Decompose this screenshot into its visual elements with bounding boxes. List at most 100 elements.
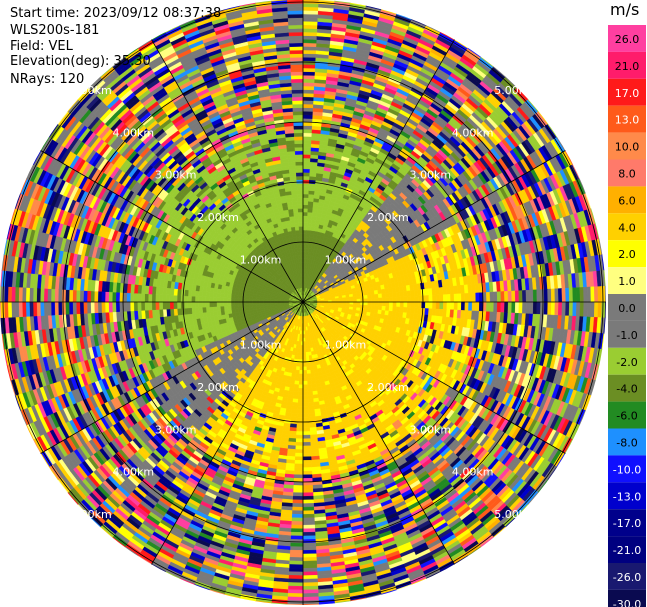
gate-cell bbox=[468, 301, 473, 312]
gate-cell bbox=[302, 125, 313, 130]
gate-cell bbox=[529, 301, 534, 315]
gate-cell bbox=[568, 287, 574, 303]
gate-cell bbox=[302, 186, 310, 191]
gate-cell bbox=[374, 297, 379, 303]
gate-cell bbox=[442, 301, 448, 310]
gate-cell bbox=[565, 301, 570, 317]
gate-cell bbox=[507, 290, 513, 303]
gate-cell bbox=[308, 186, 316, 192]
gate-cell bbox=[518, 301, 523, 314]
gate-cell bbox=[547, 288, 552, 303]
gate-cell bbox=[302, 49, 317, 55]
gate-cell bbox=[302, 215, 308, 220]
gate-cell bbox=[378, 301, 383, 307]
gate-cell bbox=[302, 46, 317, 51]
gate-cell bbox=[302, 244, 307, 249]
gate-cell bbox=[377, 293, 383, 299]
gate-cell bbox=[540, 301, 545, 315]
gate-cell bbox=[543, 301, 549, 316]
gate-cell bbox=[385, 301, 390, 307]
gate-cell bbox=[500, 301, 505, 313]
gate-cell bbox=[378, 297, 383, 303]
gate-cell bbox=[302, 82, 315, 87]
gate-cell bbox=[471, 292, 477, 303]
gate-cell bbox=[309, 362, 314, 367]
gate-cell bbox=[302, 100, 314, 105]
gate-cell bbox=[536, 289, 541, 303]
gate-cell bbox=[308, 351, 312, 356]
gate-cell bbox=[442, 294, 448, 303]
gate-cell bbox=[302, 35, 318, 40]
gate-cell bbox=[475, 301, 480, 312]
gate-cell bbox=[385, 297, 390, 303]
gate-cell bbox=[460, 293, 466, 303]
gate-cell bbox=[377, 305, 383, 311]
gate-cell bbox=[597, 301, 603, 318]
gate-cell bbox=[302, 208, 309, 213]
gate-cell bbox=[554, 288, 559, 303]
gate-cell bbox=[504, 301, 509, 313]
gate-cell bbox=[511, 301, 516, 314]
gate-cell bbox=[306, 219, 312, 224]
gate-cell bbox=[529, 289, 534, 303]
gate-cell bbox=[410, 290, 415, 297]
gate-cell bbox=[308, 412, 316, 418]
gate-cell bbox=[407, 296, 412, 303]
gate-cell bbox=[468, 292, 473, 303]
gate-cell bbox=[403, 301, 408, 308]
gate-cell bbox=[352, 296, 358, 300]
gate-cell bbox=[302, 236, 307, 242]
gate-cell bbox=[302, 24, 318, 30]
gate-cell bbox=[522, 290, 527, 303]
gate-cell bbox=[392, 296, 397, 303]
gate-cell bbox=[385, 292, 390, 298]
gate-cell bbox=[306, 366, 311, 371]
gate-cell bbox=[302, 204, 309, 209]
gate-cell bbox=[302, 222, 308, 227]
gate-cell bbox=[493, 301, 498, 313]
gate-cell bbox=[302, 193, 309, 198]
gate-cell bbox=[514, 301, 520, 314]
gate-cell bbox=[439, 301, 444, 310]
gate-cell bbox=[374, 293, 379, 299]
gate-cell bbox=[417, 295, 423, 303]
gate-cell bbox=[363, 301, 369, 306]
gate-cell bbox=[302, 150, 312, 155]
gate-cell bbox=[389, 297, 394, 303]
gate-cell bbox=[396, 301, 401, 308]
gate-cell bbox=[367, 294, 372, 299]
gate-cell bbox=[370, 305, 376, 310]
gate-cell bbox=[370, 294, 376, 299]
gate-cell bbox=[590, 301, 595, 318]
gate-cell bbox=[471, 301, 477, 312]
gate-cell bbox=[557, 288, 563, 303]
gate-cell bbox=[309, 365, 314, 371]
gate-cell bbox=[305, 351, 309, 357]
gate-cell bbox=[486, 301, 491, 313]
gate-cell bbox=[302, 56, 317, 62]
gate-cell bbox=[367, 301, 372, 306]
gate-cell bbox=[547, 301, 552, 316]
gate-cell bbox=[590, 286, 595, 303]
gate-cell bbox=[568, 301, 574, 317]
gate-cell bbox=[302, 114, 314, 119]
gate-cell bbox=[392, 306, 397, 313]
gate-cell bbox=[302, 110, 314, 116]
gate-cell bbox=[302, 92, 315, 98]
gate-cell bbox=[424, 295, 430, 303]
gate-cell bbox=[302, 17, 319, 22]
gate-cell bbox=[302, 38, 318, 44]
gate-cell bbox=[395, 306, 401, 313]
gate-cell bbox=[432, 301, 437, 310]
gate-cell bbox=[543, 288, 549, 303]
gate-cell bbox=[396, 296, 401, 303]
gate-cell bbox=[353, 298, 358, 303]
gate-cell bbox=[410, 295, 415, 303]
gate-cell bbox=[302, 71, 316, 76]
gate-cell bbox=[302, 143, 312, 148]
gate-cell bbox=[557, 301, 563, 316]
gate-cell bbox=[302, 103, 314, 109]
gate-cell bbox=[360, 295, 365, 300]
gate-cell bbox=[421, 301, 426, 309]
gate-cell bbox=[496, 301, 502, 313]
